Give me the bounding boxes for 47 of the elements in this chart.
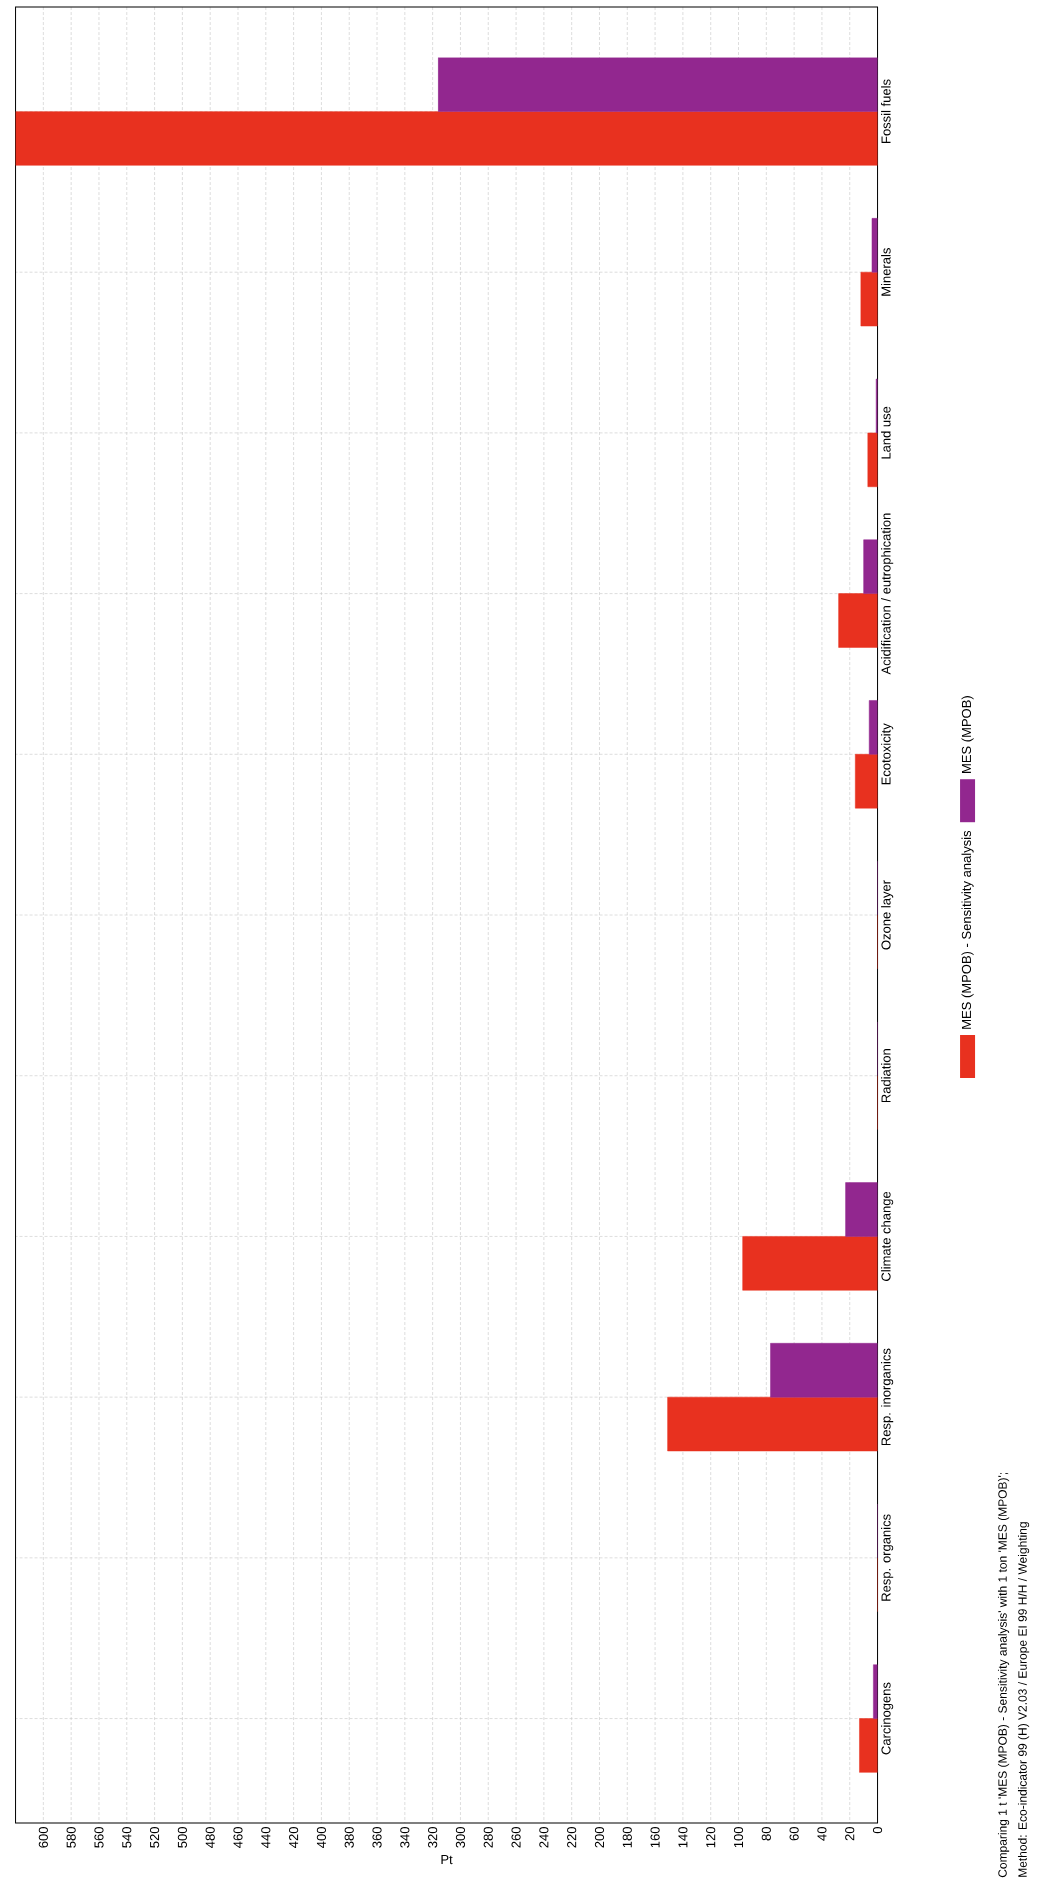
y-tick-label: Resp. inorganics [881,1348,894,1446]
x-tick-label: 560 [94,1827,104,1848]
x-tick-label: 480 [205,1827,216,1848]
x-tick-label: 520 [150,1827,160,1848]
x-tick-label: 40 [817,1827,827,1841]
y-tick-label: Carcinogens [881,1682,894,1755]
x-tick-label: 340 [400,1827,410,1848]
x-tick-label: 120 [706,1827,716,1848]
x-axis-title: Pt [441,1855,453,1865]
x-tick-label: 440 [261,1827,271,1848]
y-tick-label: Radiation [881,1049,891,1103]
x-tick-label: 420 [289,1827,299,1848]
x-tick-label: 160 [650,1827,660,1848]
x-tick-label: 300 [456,1827,466,1848]
text: MES (MPOB) - Sensitivity analysis [961,830,974,1029]
text: MES (MPOB) [961,696,974,773]
y-tick-label: Minerals [881,248,891,296]
y-tick-label: Fossil fuels [881,79,891,143]
x-tick-label: 380 [344,1827,355,1848]
x-tick-label: 280 [483,1827,494,1848]
x-tick-label: 140 [678,1827,688,1848]
text: Comparing 1 t 'MES (MPOB) - Sensitivity analysis' with 1 ton 'MES (MPOB)'; [998,1472,1010,1878]
x-tick-label: 500 [178,1827,188,1848]
x-tick-label: 580 [66,1827,76,1848]
y-tick-label: Ecotoxicity [881,723,894,785]
y-tick-label: Climate change [881,1191,894,1281]
y-tick-label: Land use [881,406,891,459]
x-tick-label: 220 [567,1827,577,1848]
x-tick-label: 540 [122,1827,132,1848]
x-tick-label: 180 [622,1827,633,1848]
y-tick-label: Resp. organics [881,1514,894,1601]
x-tick-label: 260 [511,1827,521,1848]
x-tick-label: 240 [539,1827,549,1848]
y-tick-label: Acidification / eutrophication [881,513,894,675]
x-tick-label: 100 [734,1827,744,1848]
x-tick-label: 460 [233,1827,243,1848]
y-tick-label: Ozone layer [881,880,894,950]
x-tick-label: 400 [317,1827,327,1848]
x-tick-label: 600 [38,1827,49,1848]
x-tick-label: 200 [595,1827,605,1848]
x-tick-label: 320 [428,1827,438,1848]
x-tick-label: 20 [845,1827,855,1841]
x-tick-label: 360 [372,1827,382,1848]
x-tick-label: 60 [789,1827,799,1841]
text: Method: Eco-indicator 99 (H) V2.03 / Europe EI 99 H/H / Weighting [1018,1522,1030,1877]
x-tick-label: 0 [873,1827,883,1834]
x-tick-label: 80 [761,1827,772,1841]
